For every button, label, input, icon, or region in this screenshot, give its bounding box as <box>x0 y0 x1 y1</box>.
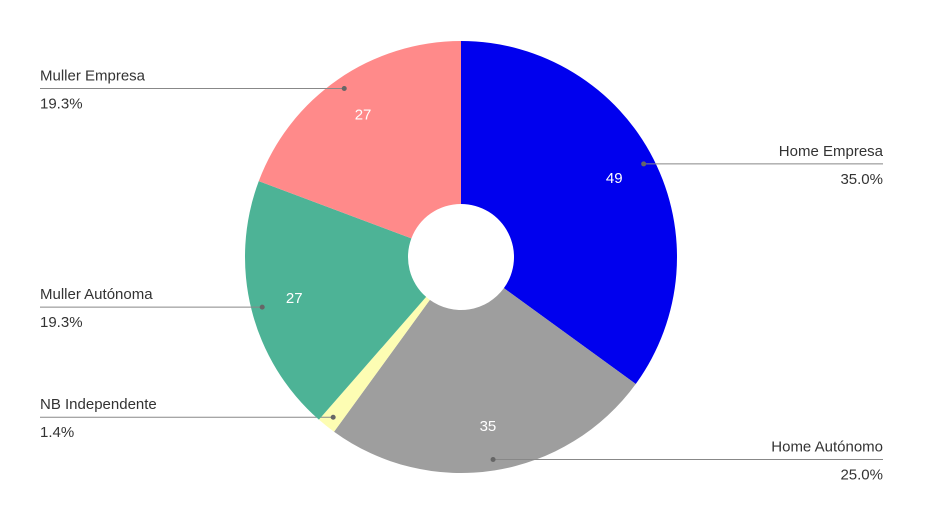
legend-label: Home Autónomo <box>771 438 883 455</box>
legend-label: Muller Autónoma <box>40 286 153 303</box>
leader-dot <box>490 456 496 462</box>
leader-dot <box>259 304 265 310</box>
percent-label: 19.3% <box>40 314 83 331</box>
slice-value-label: 49 <box>606 170 623 187</box>
leader-dot <box>341 85 347 91</box>
slice-value-label: 27 <box>355 107 372 124</box>
slice <box>318 296 430 432</box>
percent-label: 19.3% <box>40 95 83 112</box>
slice <box>334 288 636 474</box>
leader-dot <box>641 161 647 167</box>
legend-label: Muller Empresa <box>40 67 146 84</box>
percent-label: 1.4% <box>40 424 74 441</box>
legend-label: NB Independente <box>40 396 157 413</box>
legend-label: Home Empresa <box>779 143 884 160</box>
slice <box>258 41 461 239</box>
percent-label: 25.0% <box>840 466 883 483</box>
slice <box>461 41 677 384</box>
slice-value-label: 35 <box>480 418 497 435</box>
leader-dot <box>330 414 336 420</box>
slice <box>244 181 427 420</box>
percent-label: 35.0% <box>840 171 883 188</box>
slice-value-label: 27 <box>286 290 303 307</box>
